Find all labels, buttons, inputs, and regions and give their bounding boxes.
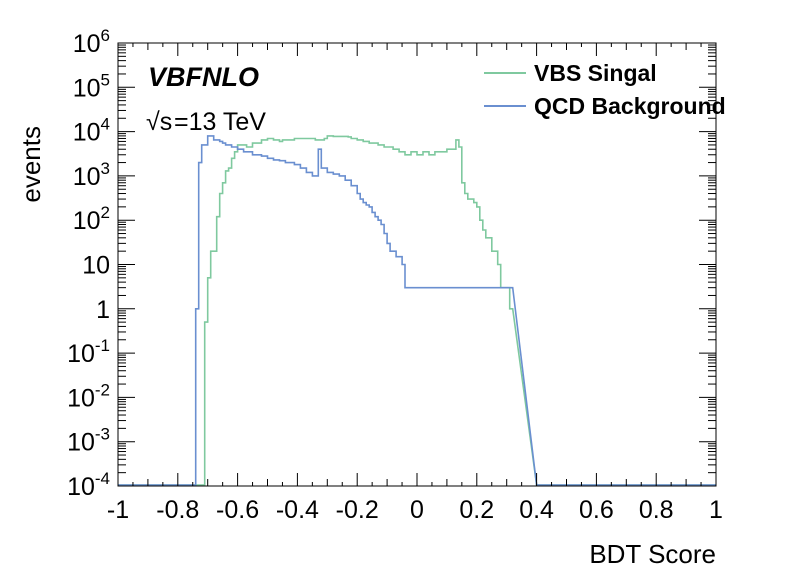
y-axis-title: events — [16, 126, 46, 203]
x-tick-label: 0 — [410, 496, 424, 524]
y-tick-label: 10-3 — [67, 425, 110, 457]
x-tick-label: 0.4 — [519, 496, 554, 524]
x-tick-label: -1 — [107, 496, 129, 524]
series-line-qcd-background — [118, 135, 716, 486]
y-tick-label: 10-4 — [67, 469, 110, 501]
y-tick-label: 102 — [73, 203, 110, 235]
legend-label-vbs-signal: VBS Singal — [534, 60, 657, 86]
x-tick-label: -0.2 — [336, 496, 379, 524]
y-tick-label: 10-2 — [67, 380, 110, 412]
energy-prefix: √s — [146, 108, 172, 136]
x-tick-label: -0.8 — [156, 496, 199, 524]
x-tick-label: 0.2 — [459, 496, 494, 524]
x-tick-label: -0.6 — [216, 496, 259, 524]
x-axis-title: BDT Score — [589, 539, 716, 569]
y-tick-label: 103 — [73, 159, 110, 191]
x-tick-label: 1 — [709, 496, 723, 524]
energy-label: √s =13 TeV — [146, 108, 266, 136]
y-tick-label: 105 — [73, 70, 110, 102]
x-tick-label: 0.8 — [639, 496, 674, 524]
generator-label: VBFNLO — [148, 62, 259, 92]
y-tick-label: 106 — [73, 26, 110, 58]
x-tick-label: 0.6 — [579, 496, 614, 524]
series-line-vbs-singal — [118, 135, 716, 486]
energy-suffix: =13 TeV — [174, 108, 266, 136]
y-tick-label: 10-1 — [67, 336, 110, 368]
axis-layer: -1 -0.8 -0.6 -0.4 -0.2 0 0.2 0.4 0.6 0.8 1 10-4 10-3… — [67, 26, 723, 524]
legend: VBS Singal QCD Background — [484, 60, 726, 119]
legend-label-qcd-background: QCD Background — [534, 93, 726, 119]
y-tick-label: 104 — [73, 115, 110, 147]
x-tick-label: -0.4 — [276, 496, 319, 524]
y-tick-label: 1 — [96, 296, 110, 324]
series-layer — [118, 135, 716, 486]
y-tick-label: 10 — [82, 252, 110, 280]
